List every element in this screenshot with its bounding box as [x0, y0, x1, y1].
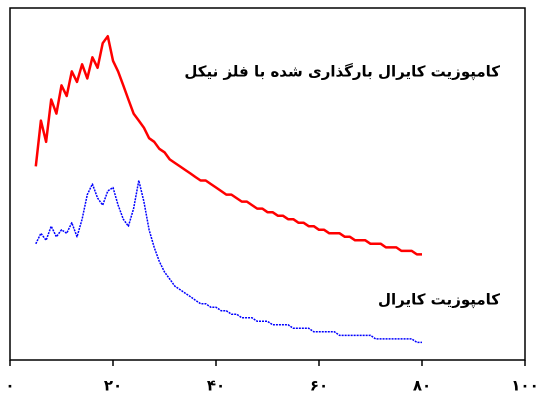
series-label: کامپوزیت کایرال — [378, 291, 500, 310]
x-tick-label: ۰ — [5, 377, 14, 395]
x-tick-label: ۸۰ — [413, 377, 431, 395]
series-label: کامپوزیت کایرال بارگذاری شده با فلز نیکل — [184, 63, 500, 82]
series-line — [35, 179, 422, 344]
x-tick-label: ۱۰۰ — [511, 377, 538, 395]
x-tick-label: ۶۰ — [310, 377, 328, 395]
plot-frame — [9, 7, 526, 361]
x-tick-label: ۲۰ — [104, 377, 122, 395]
series-line — [34, 34, 422, 256]
x-tick-label: ۴۰ — [207, 377, 225, 395]
